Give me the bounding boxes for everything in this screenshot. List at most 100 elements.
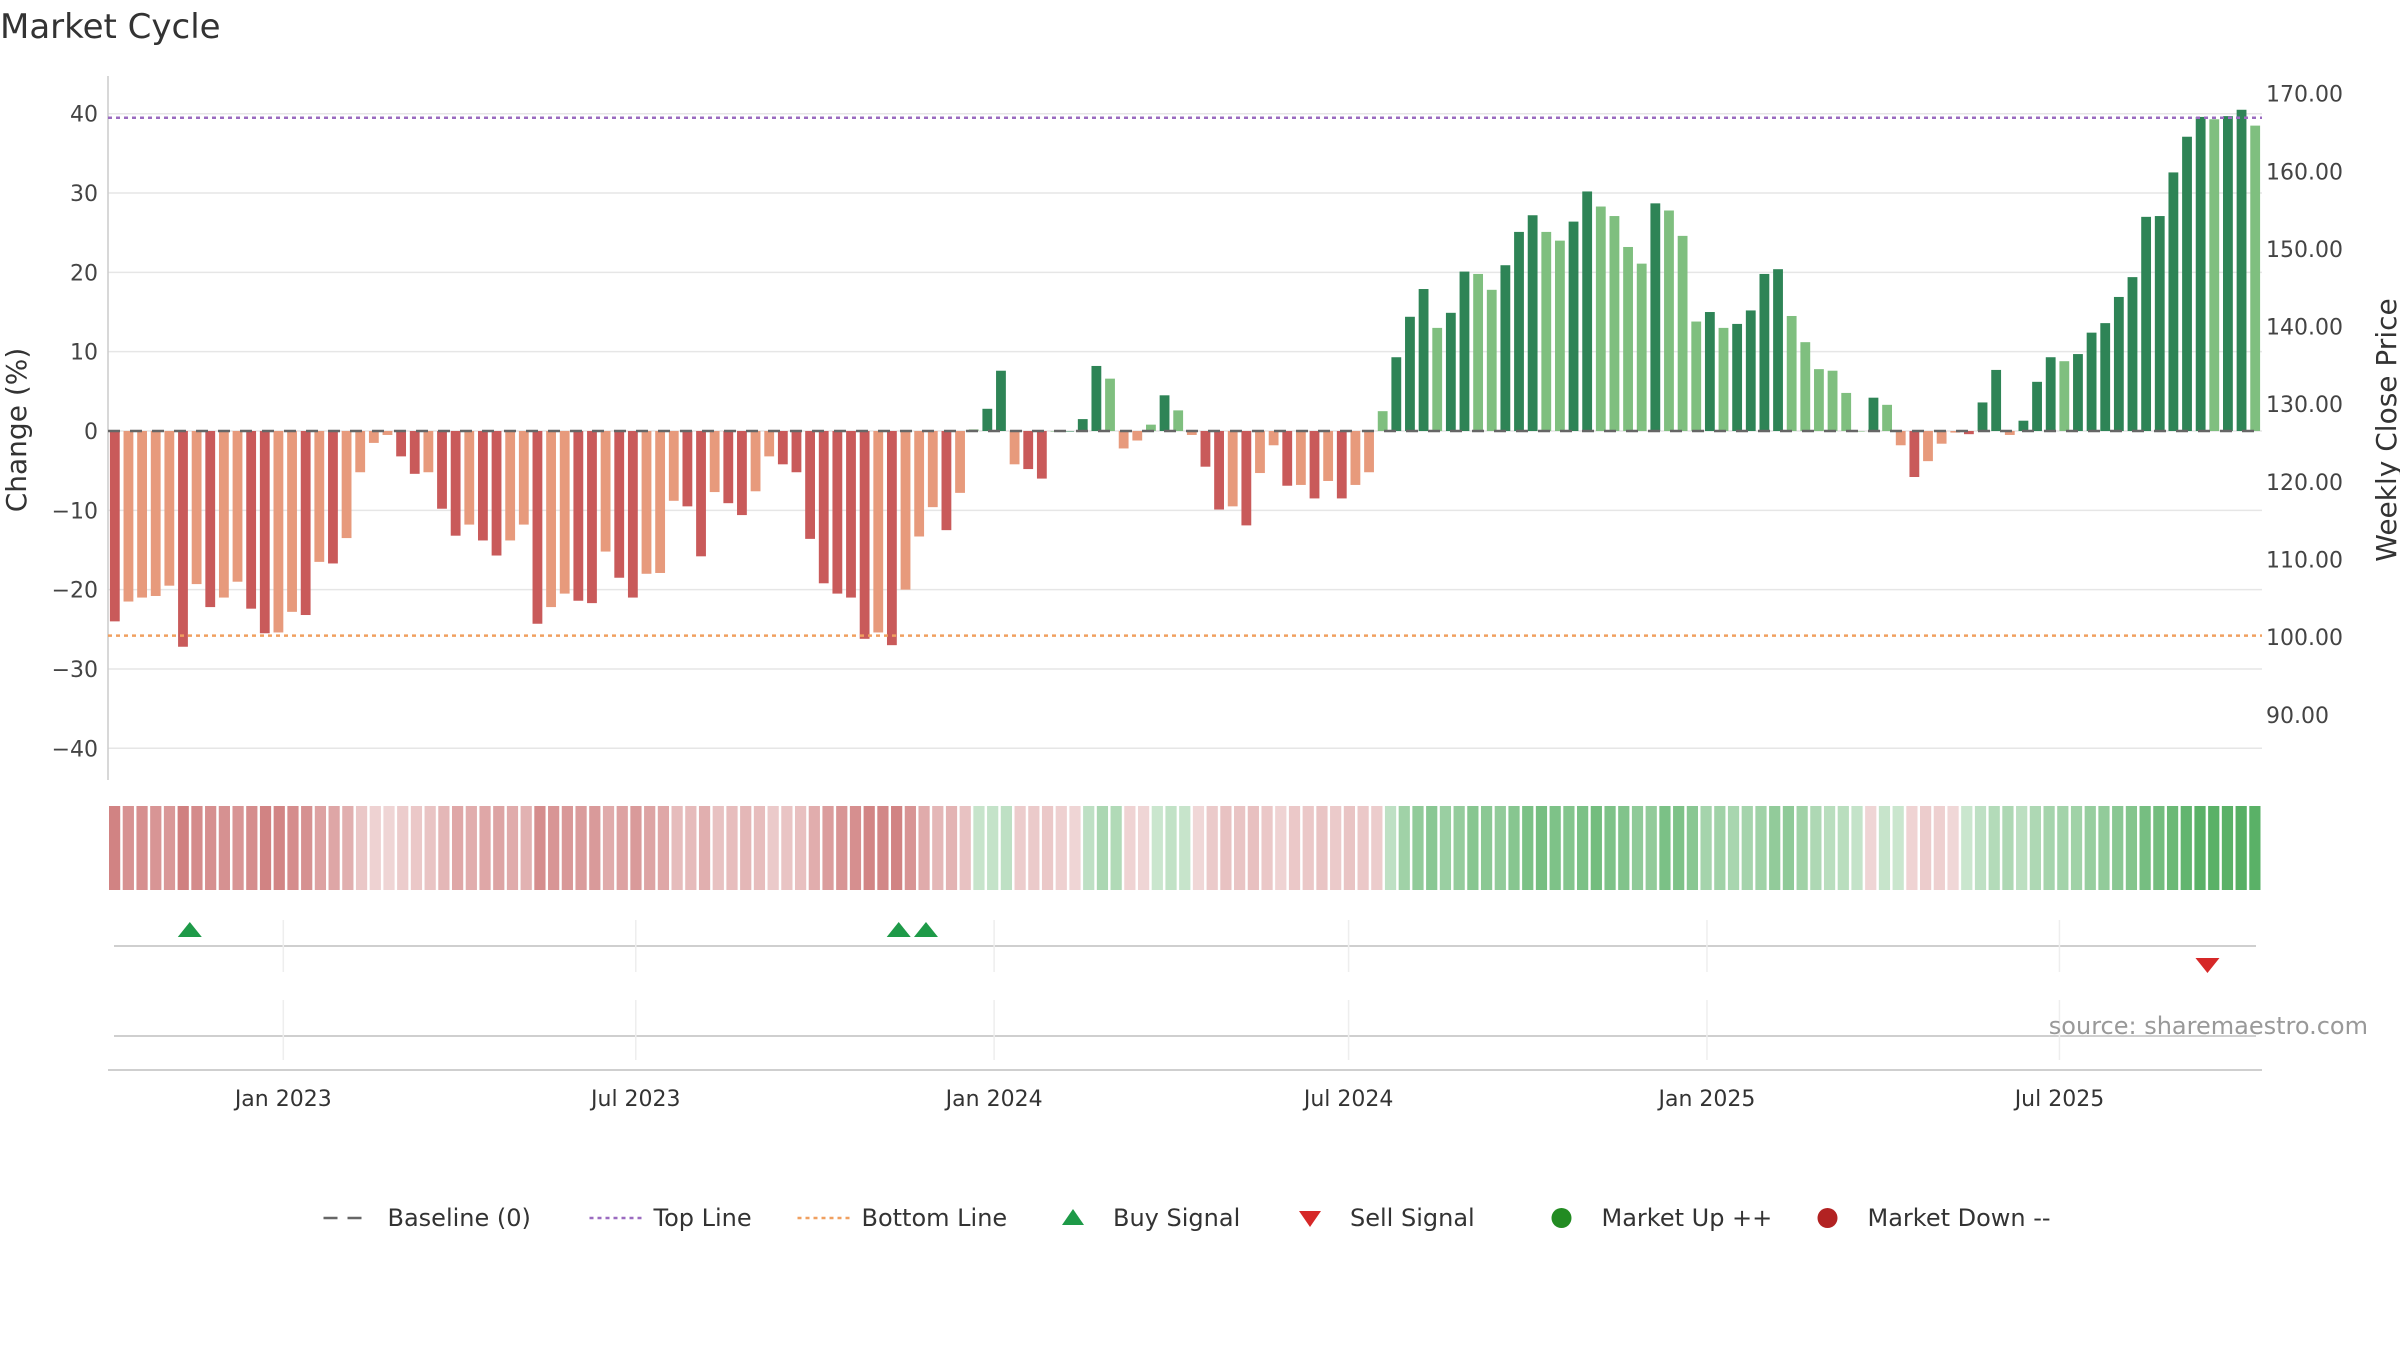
strength-cell [383,806,395,890]
strength-cell [397,806,409,890]
bar [1773,269,1783,431]
strength-cell [122,806,134,890]
strength-cell [2070,806,2083,890]
strength-cell [863,806,875,890]
bar [1936,431,1947,444]
strength-cell [1823,806,1836,890]
strength-cell [136,806,148,890]
strength-cell [904,806,916,890]
bar [1704,312,1715,431]
sell-signal-marker [2195,958,2220,973]
buy-signal-marker [177,922,202,937]
left-y-tick-label: −20 [52,579,98,604]
strength-cell [1426,806,1438,890]
bar [2113,296,2124,431]
bar [1159,395,1170,431]
bar [1077,419,1088,431]
bar [532,431,543,624]
strength-cell [822,806,834,890]
strength-cell [1028,806,1040,890]
bar [1309,431,1320,499]
strength-cell [273,806,285,890]
strength-cell [1535,806,1548,890]
bar [982,408,993,431]
strength-cell [163,806,176,890]
bar [1009,431,1020,465]
strength-cell [2166,806,2179,890]
bar [1418,289,1429,431]
buy-signal-marker [913,922,938,937]
strength-cell [1083,806,1095,890]
strength-cell [424,806,436,890]
bar [1650,203,1661,431]
bar [832,431,843,594]
strength-cell [191,806,203,890]
bar [1868,397,1879,431]
bar [600,431,611,552]
strength-cell [438,806,450,890]
strength-cell [2153,806,2165,890]
strength-cell [1330,806,1342,890]
bar [1323,431,1334,481]
strength-cell [1727,806,1740,890]
strength-cell [1055,806,1067,890]
strength-strip [109,806,2261,890]
strength-cell [657,806,670,890]
strength-cell [2139,806,2151,890]
bar [2032,381,2042,431]
strength-cell [328,806,340,890]
strength-cell [1357,806,1369,890]
strength-cell [246,806,258,890]
strength-cell [959,806,971,890]
strength-cell [287,806,299,890]
left-y-tick-label: 0 [84,420,98,445]
chart-title: Market Cycle [0,7,221,47]
bar [2059,361,2070,431]
bar [1800,342,1811,431]
strength-cell [1714,806,1726,890]
bar [627,431,638,598]
bar [1691,321,1702,431]
strength-cell [1453,806,1465,890]
strength-cell [616,806,628,890]
strength-cell [1920,806,1932,890]
bar [1677,235,1688,431]
bar [1827,370,1838,431]
bar [1118,431,1129,449]
strength-cell [205,806,217,890]
legend-symbol-down [1817,1208,1838,1228]
bar [1445,312,1456,431]
strength-cell [767,806,779,890]
buy-signal-marker [886,922,911,937]
legend-label-sell: Sell Signal [1350,1204,1475,1232]
bar [1841,392,1852,431]
strength-cell [877,806,889,890]
bar [1732,323,1743,431]
strength-cell [891,806,903,890]
strength-cell [1851,806,1863,890]
bar [1405,316,1415,431]
bar [914,431,925,537]
strength-cell [740,806,752,890]
bar [587,431,597,604]
strength-cell [259,806,272,890]
left-y-tick-label: −10 [52,499,98,524]
bar [791,431,802,473]
strength-cell [973,806,985,890]
strength-cell [451,806,464,890]
x-tick-label: Jul 2025 [2013,1087,2105,1112]
strength-cell [548,806,560,890]
bar [1636,263,1647,431]
bar [2236,109,2247,432]
legend-symbol-buy [1062,1209,1084,1225]
strength-cell [342,806,354,890]
bar [1064,431,1075,432]
bar [2073,354,2083,431]
strength-cell [794,806,807,890]
bar [682,431,693,507]
strength-cell [1508,806,1520,890]
right-y-axis-title: Weekly Close Price [2370,298,2400,561]
bar [273,431,284,633]
right-y-tick-label: 150.00 [2266,238,2343,263]
bar [873,431,884,633]
